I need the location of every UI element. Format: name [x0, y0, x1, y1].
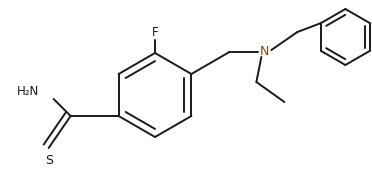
Text: H₂N: H₂N [16, 85, 39, 98]
Text: N: N [260, 45, 269, 59]
Text: S: S [45, 153, 52, 167]
Text: F: F [152, 27, 158, 39]
